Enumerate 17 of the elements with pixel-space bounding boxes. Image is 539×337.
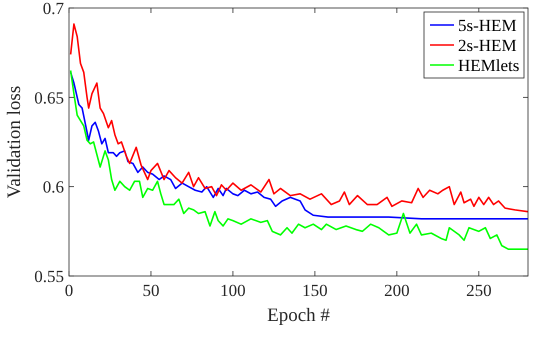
y-tick-label: 0.7 [42,0,64,18]
y-tick-label: 0.65 [34,88,64,108]
legend-label: 5s-HEM [458,16,517,35]
x-tick-label: 100 [220,281,246,300]
y-axis-title: Validation loss [4,86,25,198]
x-tick-label: 200 [384,281,410,300]
legend-label: 2s-HEM [458,36,517,55]
x-tick-label: 0 [64,281,74,300]
x-tick-label: 150 [302,281,328,300]
y-tick-label: 0.6 [42,178,64,197]
line-series [70,72,529,220]
x-axis-title: Epoch # [267,305,330,326]
legend-label: HEMlets [458,56,520,75]
y-tick-label: 0.55 [34,267,64,286]
line-series [70,70,529,250]
x-tick-label: 250 [466,281,492,300]
x-tick-label: 50 [142,281,160,300]
